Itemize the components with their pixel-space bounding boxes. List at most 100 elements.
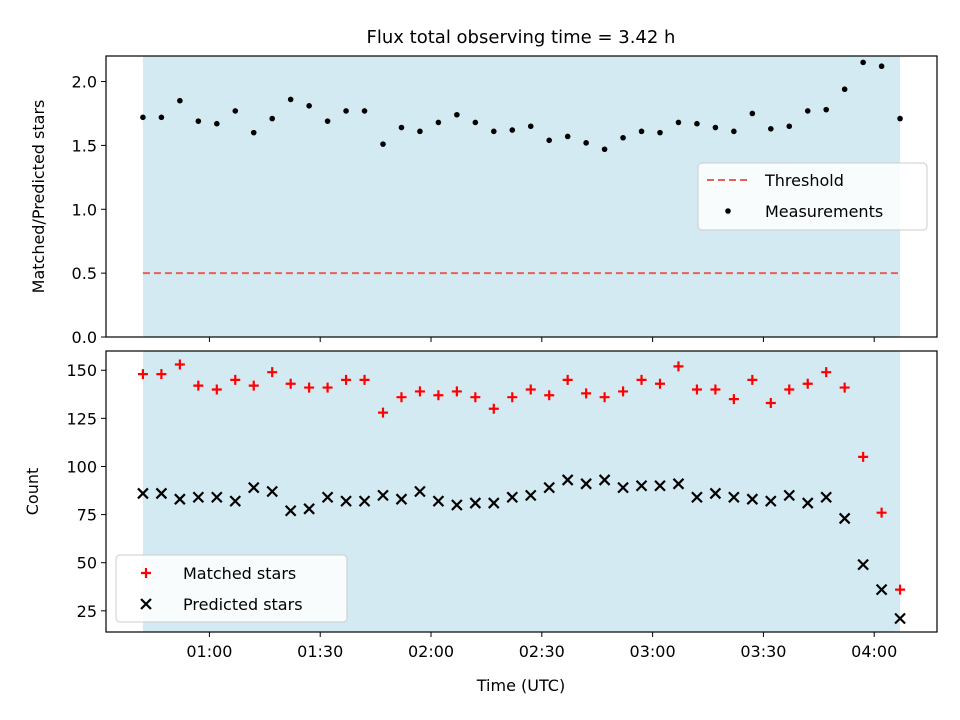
measurement-point [214,120,220,127]
measurement-point [250,129,257,136]
matched-star-point [858,451,869,462]
predicted-star-point [580,478,592,490]
predicted-star-point [174,493,186,505]
measurement-point [398,124,405,131]
measurement-point [380,141,386,147]
y-tick-label: 50 [77,554,97,573]
predicted-star-point [137,487,149,500]
predicted-star-point [801,497,814,509]
y-tick-label: 1.5 [72,136,97,155]
x-tick-label: 02:00 [408,642,454,661]
predicted-star-point [617,481,629,494]
predicted-star-point [506,491,519,504]
predicted-star-point [709,487,722,500]
predicted-star-point [598,474,611,486]
measurement-point [638,128,645,135]
matched-star-point [451,386,462,397]
predicted-star-point [451,499,463,511]
measurement-point [841,86,848,93]
predicted-star-point [155,487,168,500]
legend-threshold-label: Threshold [764,171,844,190]
legend-count: Matched stars Predicted stars [115,554,348,623]
x-tick-label: 03:00 [630,642,676,661]
matched-star-point [821,367,832,378]
predicted-star-point [303,503,315,515]
matched-star-point [710,384,721,395]
predicted-star-point [469,497,482,509]
measurement-point [324,118,331,124]
measurement-point [177,97,183,104]
legend-matched-swatch [141,568,151,578]
measurement-point [435,119,442,126]
predicted-star-point [192,491,205,504]
predicted-star-point [488,497,500,509]
predicted-star-point [894,612,906,625]
matched-star-point [322,382,333,393]
predicted-star-point [284,504,297,517]
matched-star-point [156,369,167,380]
predicted-star-point [838,512,851,525]
predicted-star-point [358,495,371,507]
matched-star-point [378,407,388,418]
measurement-point [675,119,682,126]
y-axis-label: Matched/Predicted stars [29,100,48,294]
predicted-star-point [875,583,888,596]
matched-star-point [802,378,813,389]
measurement-point [860,59,866,66]
measurement-point [878,63,885,70]
measurement-point [731,128,737,135]
measurement-point [712,124,719,131]
matched-star-point [728,394,739,405]
matched-star-point [839,382,850,393]
matched-star-point [765,397,776,408]
measurement-point [564,133,571,140]
matched-star-point [507,392,518,403]
measurement-point [601,146,608,153]
measurement-point [509,127,516,133]
matched-star-point [895,584,906,595]
legend-measurements-swatch [725,208,731,214]
predicted-star-point [672,478,685,490]
predicted-star-point [691,491,703,504]
matched-star-point [784,384,795,395]
matched-star-point [137,369,148,380]
chart-title: Flux total observing time = 3.42 h [367,27,676,48]
measurement-point [158,114,165,121]
matched-star-point [525,384,536,395]
legend-box [697,162,928,231]
predicted-star-point [561,474,574,486]
measurement-point [343,108,349,114]
ratio-panel: 0.0 0.5 1.0 1.5 2.0 Matched/Predicted stars Th… [29,55,938,347]
y-tick-label: 125 [66,409,97,428]
matched-star-point [248,380,259,391]
matched-star-point [691,384,702,395]
matched-star-point [655,378,665,389]
matched-star-point [876,507,887,518]
measurement-point [195,118,202,124]
x-tick-label: 03:30 [740,642,786,661]
count-panel: 25 50 75 100 125 150 01:00 01:30 02:00 02:30 03:00… [23,350,938,695]
plot-frame [105,55,938,338]
measurement-point [491,128,497,135]
matched-star-point [636,374,647,385]
measurement-point [897,115,903,122]
matched-star-point [230,374,241,385]
y-tick-label: 0.5 [72,264,97,283]
matched-star-point [211,384,222,395]
matched-star-point [433,390,444,401]
predicted-star-point [247,481,260,494]
predicted-star-point [543,481,555,494]
legend-ratio: Threshold Measurements [697,162,928,231]
predicted-star-point [783,489,796,502]
y-axis-label: Count [23,468,42,516]
matched-star-point [488,403,499,414]
matched-star-point [544,390,555,401]
predicted-star-point [377,489,389,502]
matched-star-point [562,374,573,385]
measurement-point [804,108,811,114]
predicted-star-point [746,493,759,505]
x-tick-label: 01:30 [297,642,343,661]
measurement-point [749,110,756,117]
matched-star-point [359,374,370,385]
